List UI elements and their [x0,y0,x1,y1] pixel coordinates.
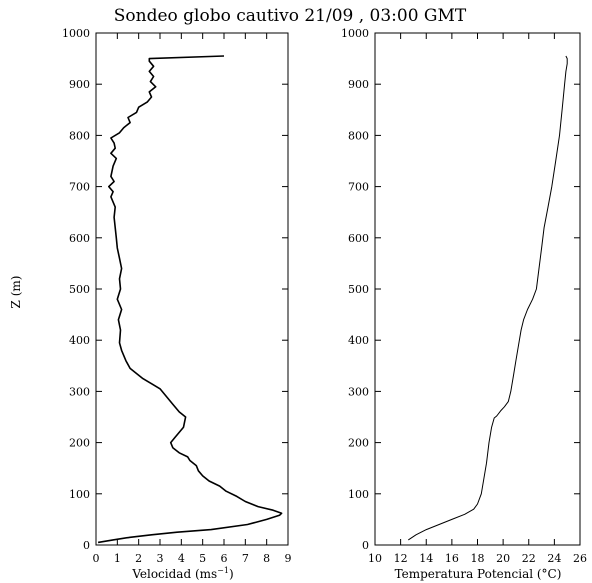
x-axis-label-velocity: Velocidad (ms−1) [131,566,233,581]
y-tick-label-0-2: 200 [69,437,90,450]
series-temperature-line [408,55,568,541]
y-tick-label-0-7: 700 [69,181,90,194]
x-tick-label-1-4: 18 [471,552,485,565]
y-tick-label-0-8: 800 [69,129,90,142]
y-tick-label-0-0: 0 [83,539,90,552]
y-tick-label-0-3: 300 [69,385,90,398]
x-tick-label-0-4: 4 [178,552,185,565]
y-tick-label-1-9: 900 [348,78,369,91]
x-tick-label-0-5: 5 [199,552,206,565]
y-tick-label-0-10: 1000 [62,27,90,40]
x-tick-label-1-8: 26 [573,552,587,565]
x-tick-label-0-1: 1 [114,552,121,565]
y-tick-label-1-5: 500 [348,283,369,296]
x-tick-label-0-3: 3 [157,552,164,565]
x-axis-label-velocity-main: Velocidad (ms [131,567,217,581]
x-tick-label-0-6: 6 [221,552,228,565]
panel-velocity-frame [95,32,289,546]
y-tick-label-0-4: 400 [69,334,90,347]
x-tick-label-0-7: 7 [242,552,249,565]
y-tick-label-1-4: 400 [348,334,369,347]
panel-velocity: 0 100 200 300 400 500 600 700 800 900 1000 0 1 2 3 4 5 6 7… [62,27,292,581]
x-tick-label-1-3: 16 [445,552,459,565]
y-tick-label-0-1: 100 [69,488,90,501]
y-tick-label-0-5: 500 [69,283,90,296]
x-tick-label-1-1: 12 [394,552,408,565]
panel-temperature: 0 100 200 300 400 500 600 700 800 900 1000 10 12 14 16… [341,27,587,581]
x-tick-label-0-9: 9 [285,552,292,565]
series-velocity-line [97,55,283,544]
y-tick-label-1-2: 200 [348,437,369,450]
x-tick-label-0-2: 2 [135,552,142,565]
x-tick-label-1-7: 24 [547,552,561,565]
x-tick-label-1-0: 10 [368,552,382,565]
y-tick-label-1-0: 0 [362,539,369,552]
x-axis-label-velocity-tail: ) [229,567,234,581]
y-axis-label: Z (m) [9,276,23,309]
x-tick-label-1-2: 14 [419,552,433,565]
y-tick-label-1-3: 300 [348,385,369,398]
chart-title: Sondeo globo cautivo 21/09 , 03:00 GMT [114,6,467,26]
panel-temperature-frame [374,32,581,546]
y-tick-label-0-6: 600 [69,232,90,245]
x-tick-label-1-6: 22 [522,552,536,565]
y-tick-label-1-1: 100 [348,488,369,501]
x-tick-label-0-8: 8 [263,552,270,565]
panel-temperature-ticks: 0 100 200 300 400 500 600 700 800 900 1000 10 12 14 16… [341,27,587,565]
y-tick-label-1-8: 800 [348,129,369,142]
x-tick-label-0-0: 0 [93,552,100,565]
panel-velocity-ticks: 0 100 200 300 400 500 600 700 800 900 1000 0 1 2 3 4 5 6 7… [62,27,292,565]
x-axis-label-velocity-sup: −1 [217,566,229,575]
y-tick-label-1-10: 1000 [341,27,369,40]
x-axis-label-temperature: Temperatura Potencial (°C) [395,567,562,581]
y-tick-label-1-6: 600 [348,232,369,245]
x-tick-label-1-5: 20 [496,552,510,565]
y-tick-label-1-7: 700 [348,181,369,194]
y-tick-label-0-9: 900 [69,78,90,91]
